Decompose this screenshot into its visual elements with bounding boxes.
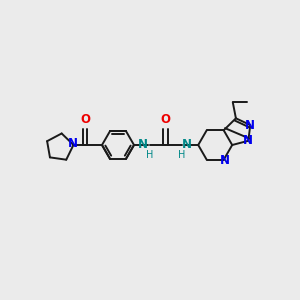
Text: N: N	[220, 154, 230, 167]
Text: H: H	[178, 149, 185, 160]
Text: N: N	[182, 137, 192, 151]
Text: N: N	[245, 118, 255, 131]
Text: N: N	[137, 137, 147, 151]
Text: H: H	[146, 149, 153, 160]
Text: N: N	[68, 137, 78, 150]
Text: O: O	[160, 112, 170, 126]
Text: N: N	[243, 134, 253, 147]
Text: O: O	[80, 112, 90, 126]
